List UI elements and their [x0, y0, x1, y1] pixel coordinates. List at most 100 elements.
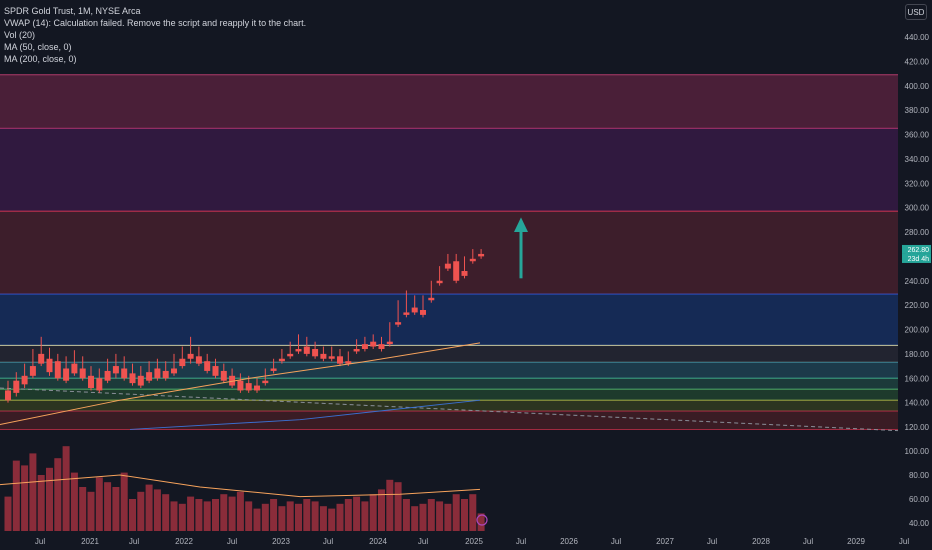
candle-body [354, 349, 360, 351]
time-tick-label: 2023 [272, 537, 290, 546]
candle-body [130, 373, 136, 383]
time-tick-label: Jul [611, 537, 621, 546]
price-tick-label: 380.00 [905, 106, 930, 115]
candle-body [403, 312, 409, 314]
candle-body [121, 369, 127, 379]
candle-body [105, 371, 111, 381]
symbol-title[interactable]: SPDR Gold Trust, 1M, NYSE Arca [4, 5, 306, 17]
time-tick-label: Jul [35, 537, 45, 546]
candle-body [312, 349, 318, 356]
time-tick-label: Jul [418, 537, 428, 546]
volume-bar [411, 506, 418, 531]
volume-bar [403, 499, 410, 531]
price-tick-label: 340.00 [905, 155, 930, 164]
candle-body [5, 390, 11, 400]
volume-bar [162, 494, 169, 531]
volume-bar [469, 494, 476, 531]
candle-body [304, 347, 310, 354]
price-tick-label: 140.00 [905, 399, 930, 408]
candle-body [80, 369, 86, 379]
volume-bar [270, 499, 277, 531]
candle-body [71, 364, 77, 374]
candle-body [88, 376, 94, 388]
vwap-indicator-label[interactable]: VWAP (14): Calculation failed. Remove th… [4, 17, 306, 29]
candle-body [445, 264, 451, 269]
candle-body [478, 254, 484, 256]
volume-bar [461, 499, 468, 531]
price-tick-label: 200.00 [905, 326, 930, 335]
volume-bar [5, 497, 12, 531]
chart-legend: SPDR Gold Trust, 1M, NYSE Arca VWAP (14)… [4, 5, 306, 65]
candle-body [462, 271, 468, 276]
volume-bar [312, 501, 319, 531]
volume-bar [420, 504, 427, 531]
candle-body [437, 281, 443, 283]
price-tick-label: 120.00 [905, 423, 930, 432]
volume-bar [278, 506, 285, 531]
candle-body [254, 386, 260, 391]
price-tick-label: 440.00 [905, 33, 930, 42]
candle-body [138, 376, 144, 386]
time-tick-label: 2029 [847, 537, 865, 546]
time-tick-label: Jul [323, 537, 333, 546]
volume-bar [104, 482, 111, 531]
volume-bar [212, 499, 219, 531]
volume-bar [303, 499, 310, 531]
volume-bar [370, 494, 377, 531]
candle-body [329, 356, 335, 358]
volume-bar [88, 492, 95, 531]
price-tick-label: 240.00 [905, 277, 930, 286]
price-tick-label: 320.00 [905, 179, 930, 188]
volume-bar [79, 487, 86, 531]
candle-body [337, 356, 343, 363]
volume-indicator-label[interactable]: Vol (20) [4, 29, 306, 41]
volume-bar [295, 504, 302, 531]
price-tick-label: 300.00 [905, 204, 930, 213]
ma50-indicator-label[interactable]: MA (50, close, 0) [4, 41, 306, 53]
volume-bar [54, 458, 61, 531]
volume-bar [378, 489, 385, 531]
candle-body [470, 259, 476, 261]
candle-body [428, 298, 434, 300]
volume-tick-label: 100.00 [905, 447, 930, 456]
volume-bar [137, 492, 144, 531]
candle-body [395, 322, 401, 324]
volume-bar [96, 477, 103, 531]
zone-0 [0, 75, 898, 129]
candle-body [38, 354, 44, 364]
candle-body [453, 261, 459, 281]
volume-bar [229, 497, 236, 531]
time-tick-label: 2021 [81, 537, 99, 546]
volume-bar [63, 446, 70, 531]
volume-tick-label: 80.00 [909, 471, 930, 480]
candle-body [320, 354, 326, 359]
volume-bar [129, 499, 136, 531]
candle-body [30, 366, 36, 376]
volume-bar [353, 497, 360, 531]
volume-bar [146, 485, 153, 531]
zone-9 [0, 411, 898, 429]
candle-body [237, 381, 243, 391]
time-tick-label: Jul [803, 537, 813, 546]
price-tick-label: 400.00 [905, 82, 930, 91]
currency-button[interactable]: USD [905, 4, 927, 20]
volume-bar [328, 509, 335, 531]
candle-body [246, 383, 252, 390]
volume-bar [345, 499, 352, 531]
volume-bar [204, 501, 211, 531]
candle-body [171, 369, 177, 374]
time-tick-label: 2022 [175, 537, 193, 546]
price-tick-label: 360.00 [905, 131, 930, 140]
volume-bar [386, 480, 393, 531]
ma200-indicator-label[interactable]: MA (200, close, 0) [4, 53, 306, 65]
volume-bar [245, 501, 252, 531]
volume-bar [237, 492, 244, 531]
volume-bar [320, 506, 327, 531]
volume-bar [13, 461, 20, 531]
price-tick-label: 280.00 [905, 228, 930, 237]
zone-1 [0, 128, 898, 211]
volume-bar [46, 468, 53, 531]
volume-bar [337, 504, 344, 531]
candle-body [188, 354, 194, 359]
